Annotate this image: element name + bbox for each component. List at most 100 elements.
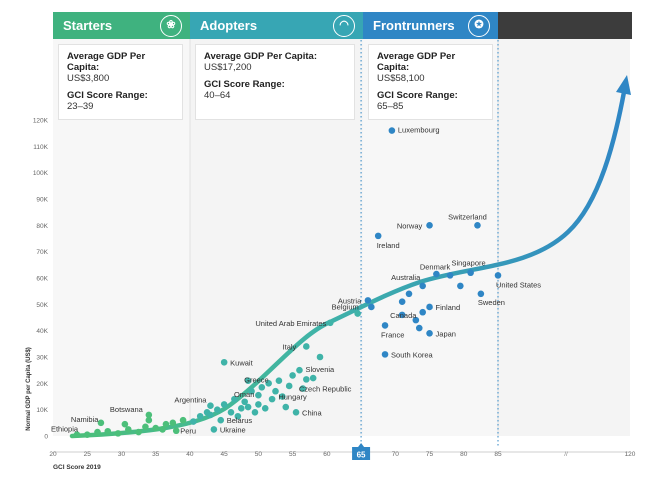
data-point xyxy=(419,308,426,316)
data-point-denmark xyxy=(446,272,454,279)
point-label: Hungary xyxy=(278,393,307,402)
data-point-czech-republic xyxy=(299,385,307,392)
data-point xyxy=(214,406,221,413)
point-label: Denmark xyxy=(420,262,451,271)
data-point-namibia xyxy=(97,419,105,427)
y-tick-label: 10K xyxy=(36,407,48,414)
data-point xyxy=(415,324,423,332)
data-point xyxy=(162,420,170,428)
data-point xyxy=(265,380,272,387)
data-point-slovenia xyxy=(296,366,303,374)
data-point xyxy=(248,387,255,395)
point-label: Sweden xyxy=(478,298,505,307)
data-point xyxy=(433,270,440,278)
point-label: Austria xyxy=(338,296,362,305)
data-point-united-arab-emirates xyxy=(326,319,334,327)
point-label: United States xyxy=(496,280,541,289)
x-axis-title: GCI Score 2019 xyxy=(53,464,101,471)
signal-icon: ◠ xyxy=(333,15,355,37)
gci-label: GCI Score Range: xyxy=(204,79,285,90)
point-label: Belarus xyxy=(227,416,253,425)
data-point-ethiopia xyxy=(73,431,81,438)
data-point-peru xyxy=(172,427,180,435)
stage-title: Starters xyxy=(63,18,113,33)
gdp-label: Average GDP Per Capita: xyxy=(377,51,456,73)
data-point-south-korea xyxy=(381,351,389,358)
y-tick-label: 0 xyxy=(44,434,48,441)
data-point xyxy=(405,290,413,298)
point-label: Ireland xyxy=(377,241,400,250)
y-tick-label: 50K xyxy=(36,302,48,309)
data-point xyxy=(190,418,197,425)
y-tick-label: 40K xyxy=(36,328,48,335)
data-point-china xyxy=(292,409,300,416)
data-point-luxembourg xyxy=(388,127,396,134)
data-point xyxy=(237,405,245,412)
point-label: Greece xyxy=(244,376,269,385)
data-point xyxy=(207,411,214,419)
x-tick-label: 45 xyxy=(221,451,229,458)
data-point xyxy=(316,353,324,361)
axis-break-marker: // xyxy=(564,451,568,458)
data-point-australia xyxy=(419,282,426,290)
data-point xyxy=(309,374,317,382)
data-point xyxy=(196,412,204,420)
data-point xyxy=(145,416,153,424)
x-tick-label: 120 xyxy=(625,451,636,458)
point-label: Luxembourg xyxy=(398,126,440,135)
x-tick-label: 20 xyxy=(49,451,57,458)
data-point xyxy=(121,420,129,428)
data-point-oman xyxy=(255,391,262,399)
x-tick-label: 85 xyxy=(494,451,502,458)
y-tick-label: 80K xyxy=(36,223,48,230)
data-point xyxy=(412,316,420,324)
point-label: Slovenia xyxy=(305,365,335,374)
point-label: Argentina xyxy=(174,396,207,405)
data-point xyxy=(83,431,91,438)
point-label: Ethiopia xyxy=(51,425,79,434)
point-label: Switzerland xyxy=(448,212,487,221)
y-tick-label: 110K xyxy=(33,144,48,151)
y-tick-label: 60K xyxy=(36,276,48,283)
data-point xyxy=(159,426,166,433)
x-tick-label: 80 xyxy=(460,451,468,458)
x-tick-label: 40 xyxy=(186,451,194,458)
x-tick-label: 60 xyxy=(323,451,331,458)
seedling-icon: ❀ xyxy=(160,15,182,37)
data-point xyxy=(275,377,283,385)
gci-label: GCI Score Range: xyxy=(67,90,148,101)
data-point xyxy=(114,430,122,437)
data-point-switzerland xyxy=(474,222,481,229)
data-point-japan xyxy=(426,330,433,337)
gdp-value: US$58,100 xyxy=(377,73,425,84)
x-tick-label: 50 xyxy=(255,451,263,458)
data-point-kuwait xyxy=(220,358,228,366)
gci-label: GCI Score Range: xyxy=(377,90,458,101)
y-tick-label: 120K xyxy=(33,118,49,125)
point-label: China xyxy=(302,408,322,417)
point-label: Belgium xyxy=(332,303,359,312)
trend-arrowhead xyxy=(616,75,631,95)
data-point-singapore xyxy=(467,269,474,277)
point-label: Czech Republic xyxy=(299,385,352,394)
x-tick-label: 25 xyxy=(84,451,92,458)
data-point xyxy=(241,398,248,406)
y-tick-label: 100K xyxy=(33,170,49,177)
stage-info-starters: Average GDP Per Capita: US$3,800 GCI Sco… xyxy=(58,44,183,120)
point-label: United Arab Emirates xyxy=(255,319,326,328)
point-label: Singapore xyxy=(452,259,486,268)
x-tick-label: 30 xyxy=(118,451,126,458)
y-tick-label: 70K xyxy=(36,249,48,256)
data-point-botswana xyxy=(145,411,153,419)
data-point-ireland xyxy=(374,232,382,240)
data-point-canada xyxy=(398,311,406,319)
stage-header-starters: Starters ❀ xyxy=(53,12,190,39)
point-label: South Korea xyxy=(391,350,434,359)
gci-value: 65–85 xyxy=(377,101,404,112)
data-point xyxy=(303,376,310,383)
data-point-ukraine xyxy=(210,426,218,433)
data-point xyxy=(282,403,290,411)
data-point-italy xyxy=(303,343,310,350)
x-tick-label: 70 xyxy=(392,451,400,458)
